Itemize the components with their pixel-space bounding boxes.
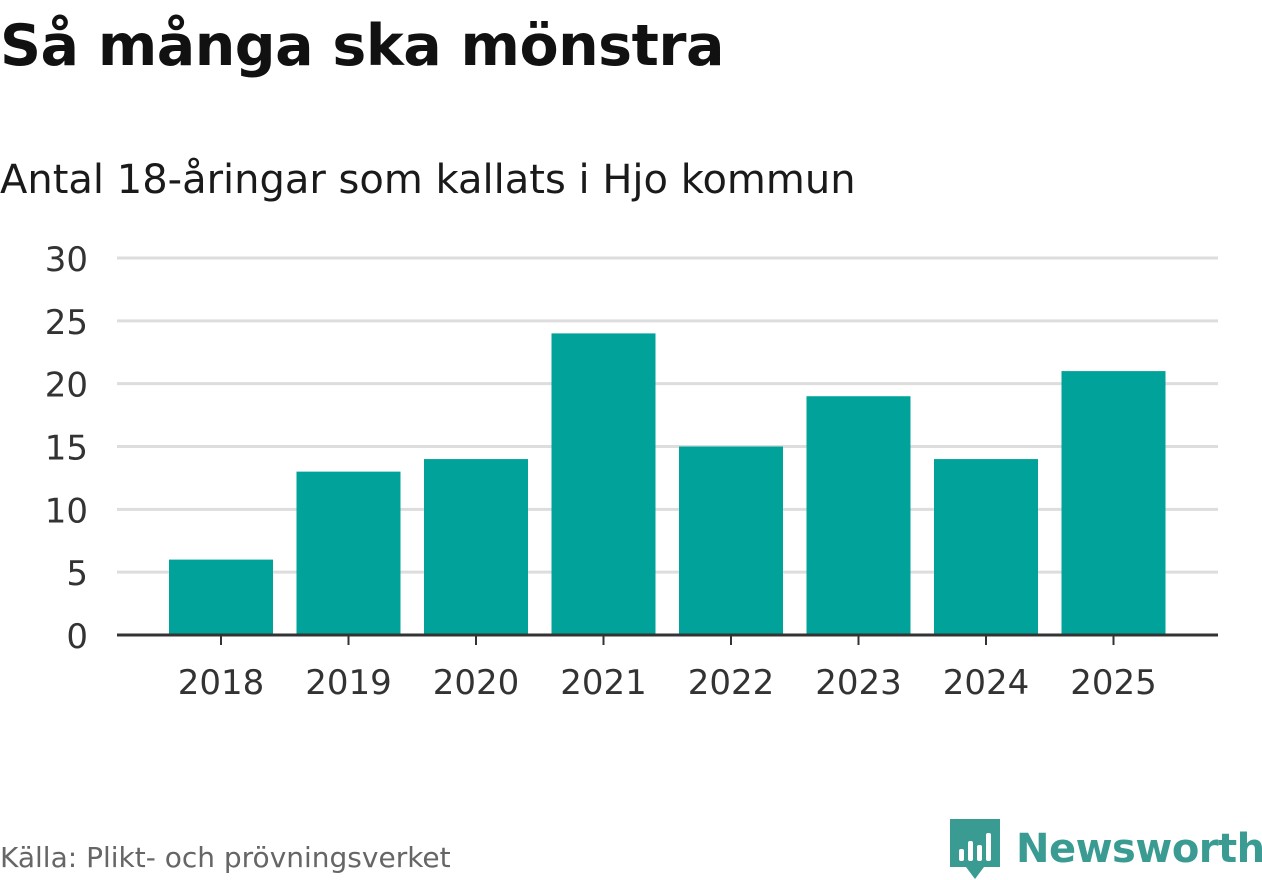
brand-name: Newsworthy	[1016, 826, 1262, 872]
y-tick-label: 30	[45, 240, 88, 280]
y-tick-label: 5	[66, 554, 88, 594]
bar-2023	[806, 396, 911, 635]
bar-2020	[424, 459, 528, 635]
x-tick-label: 2021	[560, 663, 647, 703]
gridlines	[117, 256, 1218, 574]
bar-2024	[934, 459, 1038, 635]
bar-2018	[169, 559, 273, 635]
bar-2025	[1061, 371, 1166, 635]
y-tick-label: 10	[45, 491, 88, 531]
x-axis-ticks: 2018 2019 2020 2021 2022 2023 2024 2025	[178, 663, 1157, 703]
bars	[169, 333, 1166, 635]
x-tick-label: 2022	[688, 663, 775, 703]
y-tick-label: 0	[66, 617, 88, 657]
x-tick-label: 2025	[1070, 663, 1157, 703]
x-axis	[117, 633, 1218, 645]
newsworthy-logo-icon	[950, 819, 1000, 879]
x-tick-label: 2023	[815, 663, 902, 703]
y-tick-label: 20	[45, 366, 88, 406]
y-tick-label: 15	[45, 429, 88, 469]
bar-2021	[551, 333, 656, 635]
brand: Newsworthy	[950, 818, 1262, 880]
bar-2022	[679, 446, 783, 635]
source-note: Källa: Plikt- och prövningsverket	[0, 841, 451, 874]
y-axis-ticks: 0 5 10 15 20 25 30	[45, 240, 88, 657]
y-tick-label: 25	[45, 303, 88, 343]
x-tick-label: 2018	[178, 663, 265, 703]
bar-2019	[296, 471, 401, 635]
x-tick-label: 2020	[433, 663, 520, 703]
chart-subtitle: Antal 18-åringar som kallats i Hjo kommu…	[0, 157, 856, 203]
x-tick-label: 2024	[943, 663, 1030, 703]
x-tick-label: 2019	[305, 663, 392, 703]
chart-title: Så många ska mönstra	[0, 13, 724, 79]
